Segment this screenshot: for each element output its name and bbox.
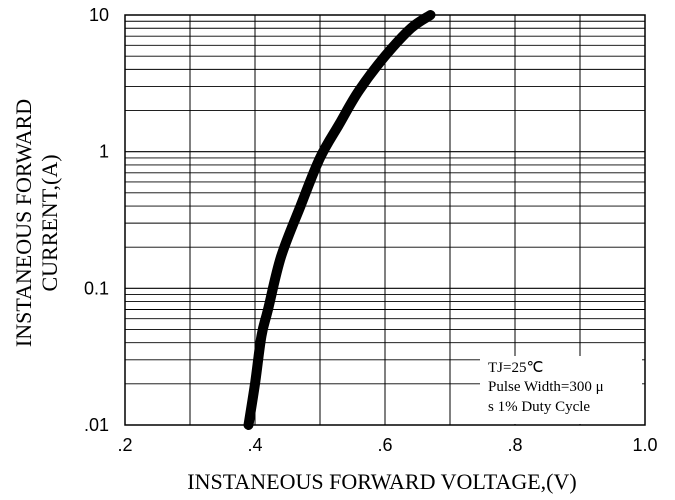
annotation-line-3: s 1% Duty Cycle: [488, 399, 590, 415]
y-tick-label: .01: [84, 415, 109, 435]
grid: [125, 15, 645, 425]
plot-frame: [124, 14, 646, 426]
x-tick-label: .4: [247, 435, 262, 455]
x-tick-label: .8: [507, 435, 522, 455]
y-tick-label: 0.1: [84, 278, 109, 298]
y-tick-label: 1: [99, 142, 109, 162]
y-tick-labels: .01 0.1 1 10: [84, 5, 109, 435]
annotation-line-2: Pulse Width=300 μ: [488, 379, 604, 395]
annotation-box: TJ=25℃ Pulse Width=300 μ s 1% Duty Cycle: [480, 356, 642, 424]
x-tick-label: 1.0: [632, 435, 657, 455]
x-tick-label: .2: [117, 435, 132, 455]
y-tick-label: 10: [89, 5, 109, 25]
y-axis-title-line-1: INSTANEOUS FORWARD: [11, 99, 36, 347]
y-axis-title-line-2: CURRENT,(A): [37, 154, 62, 291]
forward-current-curve: [243, 10, 436, 430]
annotation-line-1: TJ=25℃: [488, 360, 543, 376]
x-tick-labels: .2 .4 .6 .8 1.0: [117, 435, 657, 455]
x-tick-label: .6: [377, 435, 392, 455]
x-axis-title: INSTANEOUS FORWARD VOLTAGE,(V): [187, 469, 576, 494]
